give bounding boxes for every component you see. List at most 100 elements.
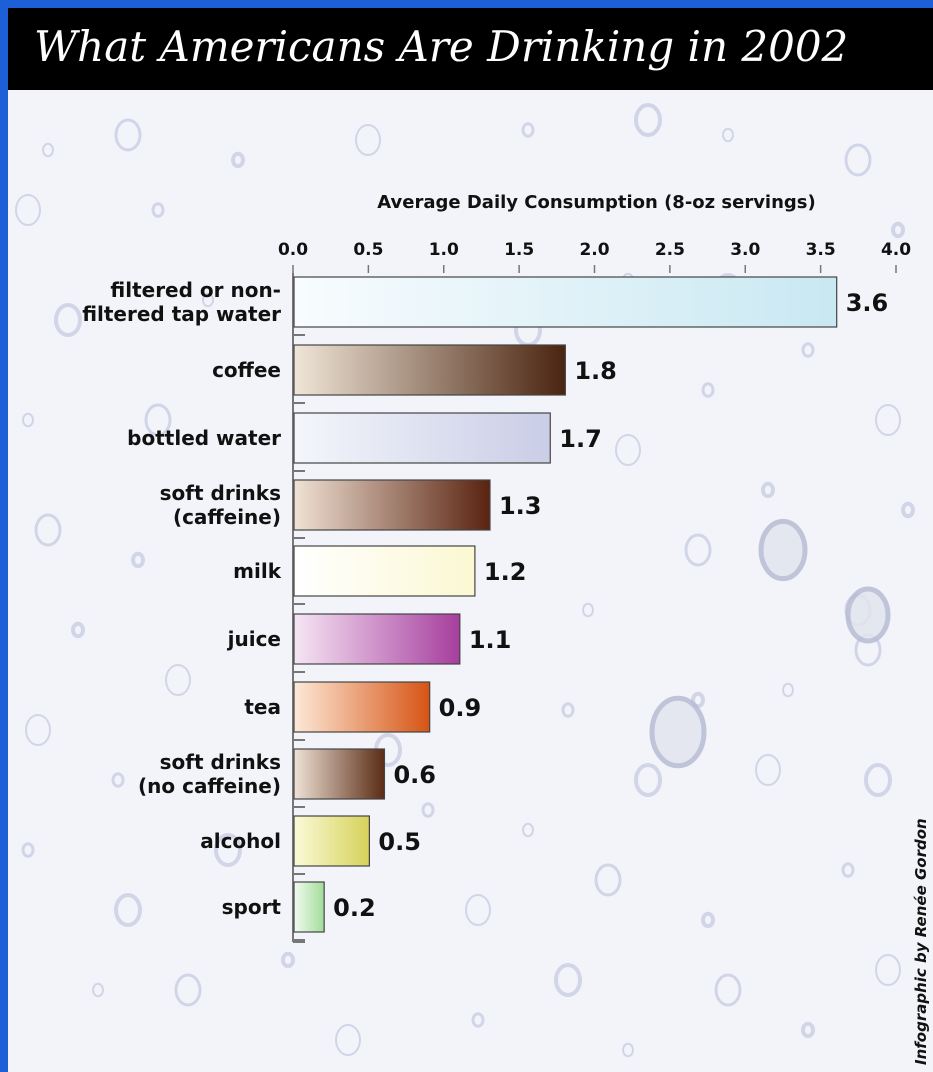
water-drop (801, 1021, 815, 1039)
x-tick-label: 3.5 (806, 240, 836, 260)
category-label: bottled water (127, 426, 281, 450)
bar (293, 748, 386, 800)
water-drop (114, 893, 142, 927)
water-drop (231, 151, 245, 169)
water-drop (714, 973, 742, 1007)
water-drop (864, 763, 892, 797)
category-label: coffee (212, 358, 281, 382)
water-drop (54, 303, 82, 337)
x-tick-label: 1.5 (504, 240, 534, 260)
water-drop (875, 954, 901, 986)
water-drop (561, 702, 575, 718)
water-drop (891, 221, 905, 239)
category-label: soft drinks (160, 750, 281, 774)
water-drop (21, 842, 35, 858)
value-label: 0.9 (439, 694, 482, 722)
x-axis-ticks: 0.0 0.5 1.0 1.5 2.0 2.5 3.0 3.5 4.0 (278, 240, 911, 273)
water-drop (114, 118, 142, 152)
x-tick-label: 4.0 (881, 240, 911, 260)
water-drop (845, 586, 891, 644)
water-drop (111, 772, 125, 788)
value-label: 0.6 (393, 761, 436, 789)
bar (293, 681, 431, 733)
water-drop (522, 822, 534, 838)
category-label: sport (222, 895, 282, 919)
water-drop (335, 1024, 361, 1056)
bar-chart: Average Daily Consumption (8-oz servings… (15, 103, 930, 1065)
water-drop (144, 403, 172, 437)
water-drop (634, 103, 662, 137)
value-label: 1.3 (499, 492, 542, 520)
chart-panel: Average Daily Consumption (8-oz servings… (8, 90, 933, 1072)
water-drop (701, 382, 715, 398)
water-drop (521, 122, 535, 138)
x-tick-label: 0.5 (353, 240, 383, 260)
category-label: juice (227, 627, 281, 651)
water-drop (465, 894, 491, 926)
value-label: 0.2 (333, 894, 376, 922)
water-drop (214, 833, 242, 867)
bar (293, 276, 838, 328)
water-drop (758, 518, 808, 582)
water-drop (355, 124, 381, 156)
water-drop (684, 533, 712, 567)
water-drop (25, 714, 51, 746)
value-labels: 3.6 1.8 1.7 1.3 1.2 1.1 0.9 0.6 0.5 0.2 (333, 289, 888, 922)
water-drop (92, 982, 104, 998)
category-label: (caffeine) (173, 505, 281, 529)
water-drop (174, 973, 202, 1007)
category-label: milk (233, 559, 282, 583)
category-label: filtered tap water (82, 302, 281, 326)
water-drop (165, 664, 191, 696)
water-drop (421, 802, 435, 818)
water-drop (649, 695, 707, 769)
water-drop (622, 1042, 634, 1058)
value-label: 1.8 (574, 357, 617, 385)
water-drop (875, 404, 901, 436)
water-drop (471, 1012, 485, 1028)
x-tick-label: 0.0 (278, 240, 308, 260)
water-drop (582, 602, 594, 618)
x-tick-label: 2.5 (655, 240, 685, 260)
category-label: soft drinks (160, 481, 281, 505)
bar (293, 881, 325, 933)
category-label: alcohol (200, 829, 281, 853)
x-axis-title: Average Daily Consumption (8-oz servings… (377, 192, 816, 213)
water-drop (701, 911, 715, 929)
credit-text: Infographic by Renée Gordon (912, 818, 930, 1065)
bar (293, 412, 551, 464)
water-drop (34, 513, 62, 547)
water-drop (594, 863, 622, 897)
water-drop (71, 621, 85, 639)
category-label: filtered or non- (110, 278, 281, 302)
water-drop (844, 143, 872, 177)
bars (293, 276, 838, 933)
water-drop (202, 292, 214, 308)
bar (293, 344, 566, 396)
x-tick-label: 2.0 (579, 240, 609, 260)
water-drop (841, 862, 855, 878)
value-label: 1.7 (559, 425, 602, 453)
bar (293, 479, 491, 531)
x-tick-label: 1.0 (429, 240, 459, 260)
water-drop (782, 682, 794, 698)
water-drop (801, 342, 815, 358)
value-label: 1.2 (484, 558, 527, 586)
bar (293, 815, 370, 867)
water-drop (42, 142, 54, 158)
water-drop (22, 412, 34, 428)
x-tick-label: 3.0 (730, 240, 760, 260)
water-drop (755, 754, 781, 786)
water-drop (634, 763, 662, 797)
category-label: (no caffeine) (138, 774, 281, 798)
water-drop (151, 202, 165, 218)
water-drop (722, 127, 734, 143)
value-label: 1.1 (469, 626, 512, 654)
water-drop (554, 963, 582, 997)
water-drop (615, 434, 641, 466)
title-band: What Americans Are Drinking in 2002 (8, 8, 933, 90)
value-label: 3.6 (846, 289, 889, 317)
water-drop (761, 481, 775, 499)
bar (293, 545, 476, 597)
water-drop (15, 194, 41, 226)
